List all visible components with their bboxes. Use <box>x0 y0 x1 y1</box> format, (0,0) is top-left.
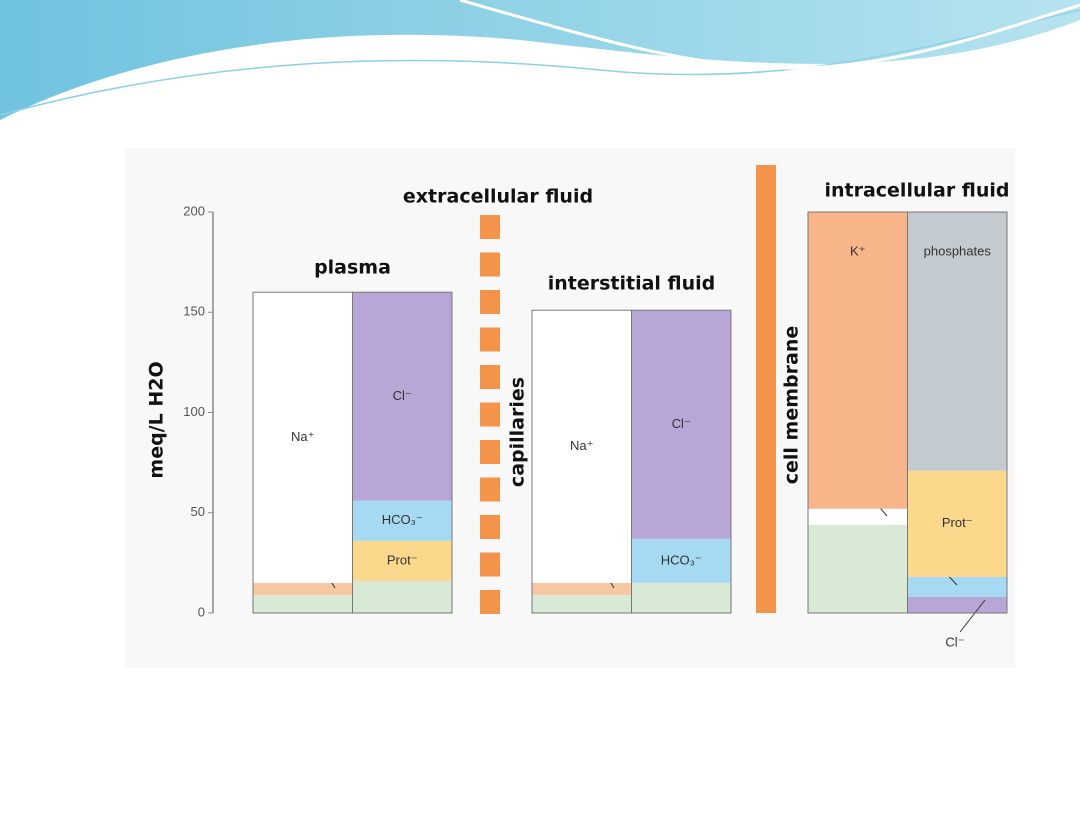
y-tick-label: 50 <box>191 504 205 519</box>
segment <box>808 508 908 525</box>
segment-label: Prot⁻ <box>942 515 973 530</box>
segment <box>631 582 731 613</box>
segment <box>532 582 632 595</box>
segment-label: HCO₃⁻ <box>382 512 423 527</box>
segment <box>907 576 1007 597</box>
segment <box>631 310 731 539</box>
y-tick-label: 0 <box>198 604 205 619</box>
group-label: interstitial fluid <box>548 273 716 295</box>
capillary-wall <box>480 477 500 502</box>
segment <box>352 580 452 613</box>
segment <box>808 212 908 509</box>
annotation: capillaries <box>507 377 529 487</box>
segment <box>532 594 632 613</box>
group-label: plasma <box>314 257 391 279</box>
segment-label: Cl⁻ <box>672 416 691 431</box>
capillary-wall <box>480 215 500 239</box>
y-axis-label: meq/L H2O <box>146 361 168 478</box>
chart: 0 50 100 150 200 meq/L H2O capillaries cell mem… <box>146 165 1010 649</box>
cell-membrane <box>756 165 776 613</box>
annotation: cell membrane <box>781 326 803 484</box>
y-tick-label: 150 <box>183 304 205 319</box>
capillary-wall <box>480 440 500 464</box>
segment <box>253 594 353 613</box>
segment <box>253 582 353 595</box>
segment-label: Na⁺ <box>291 429 314 444</box>
capillary-wall <box>480 515 500 539</box>
column-outline <box>631 309 732 614</box>
y-tick-label: 200 <box>183 203 205 218</box>
y-tick-label: 100 <box>183 404 205 419</box>
segment <box>352 292 452 501</box>
wave-line <box>459 0 1080 70</box>
segment-label: Prot⁻ <box>387 552 418 567</box>
capillary-wall <box>480 402 500 427</box>
segment-label: phosphates <box>924 243 992 258</box>
segment <box>253 292 353 583</box>
segment <box>907 596 1007 613</box>
heading: intracellular fluid <box>824 180 1009 202</box>
segment <box>907 470 1007 577</box>
wave-line <box>0 9 1080 116</box>
segment-label: HCO₃⁻ <box>661 552 702 567</box>
segment <box>352 500 452 541</box>
capillary-wall <box>480 590 500 614</box>
segment <box>907 212 1007 471</box>
segment <box>808 524 908 613</box>
capillary-wall <box>480 327 500 352</box>
capillary-wall <box>480 365 500 389</box>
capillary-wall <box>480 252 500 277</box>
segment-label: Cl⁻ <box>393 388 412 403</box>
column-outline <box>907 211 1008 614</box>
segment <box>631 538 731 583</box>
leader-line <box>959 599 986 633</box>
segment <box>352 540 452 581</box>
segment-label: Cl⁻ <box>945 634 964 649</box>
segment-label: K⁺ <box>850 243 866 258</box>
capillary-wall <box>480 290 500 314</box>
capillary-wall <box>480 552 500 577</box>
segment <box>532 310 632 583</box>
segment-label: Na⁺ <box>570 438 593 453</box>
header-wave <box>0 0 1080 120</box>
heading: extracellular fluid <box>403 186 593 208</box>
column-outline <box>352 291 453 614</box>
